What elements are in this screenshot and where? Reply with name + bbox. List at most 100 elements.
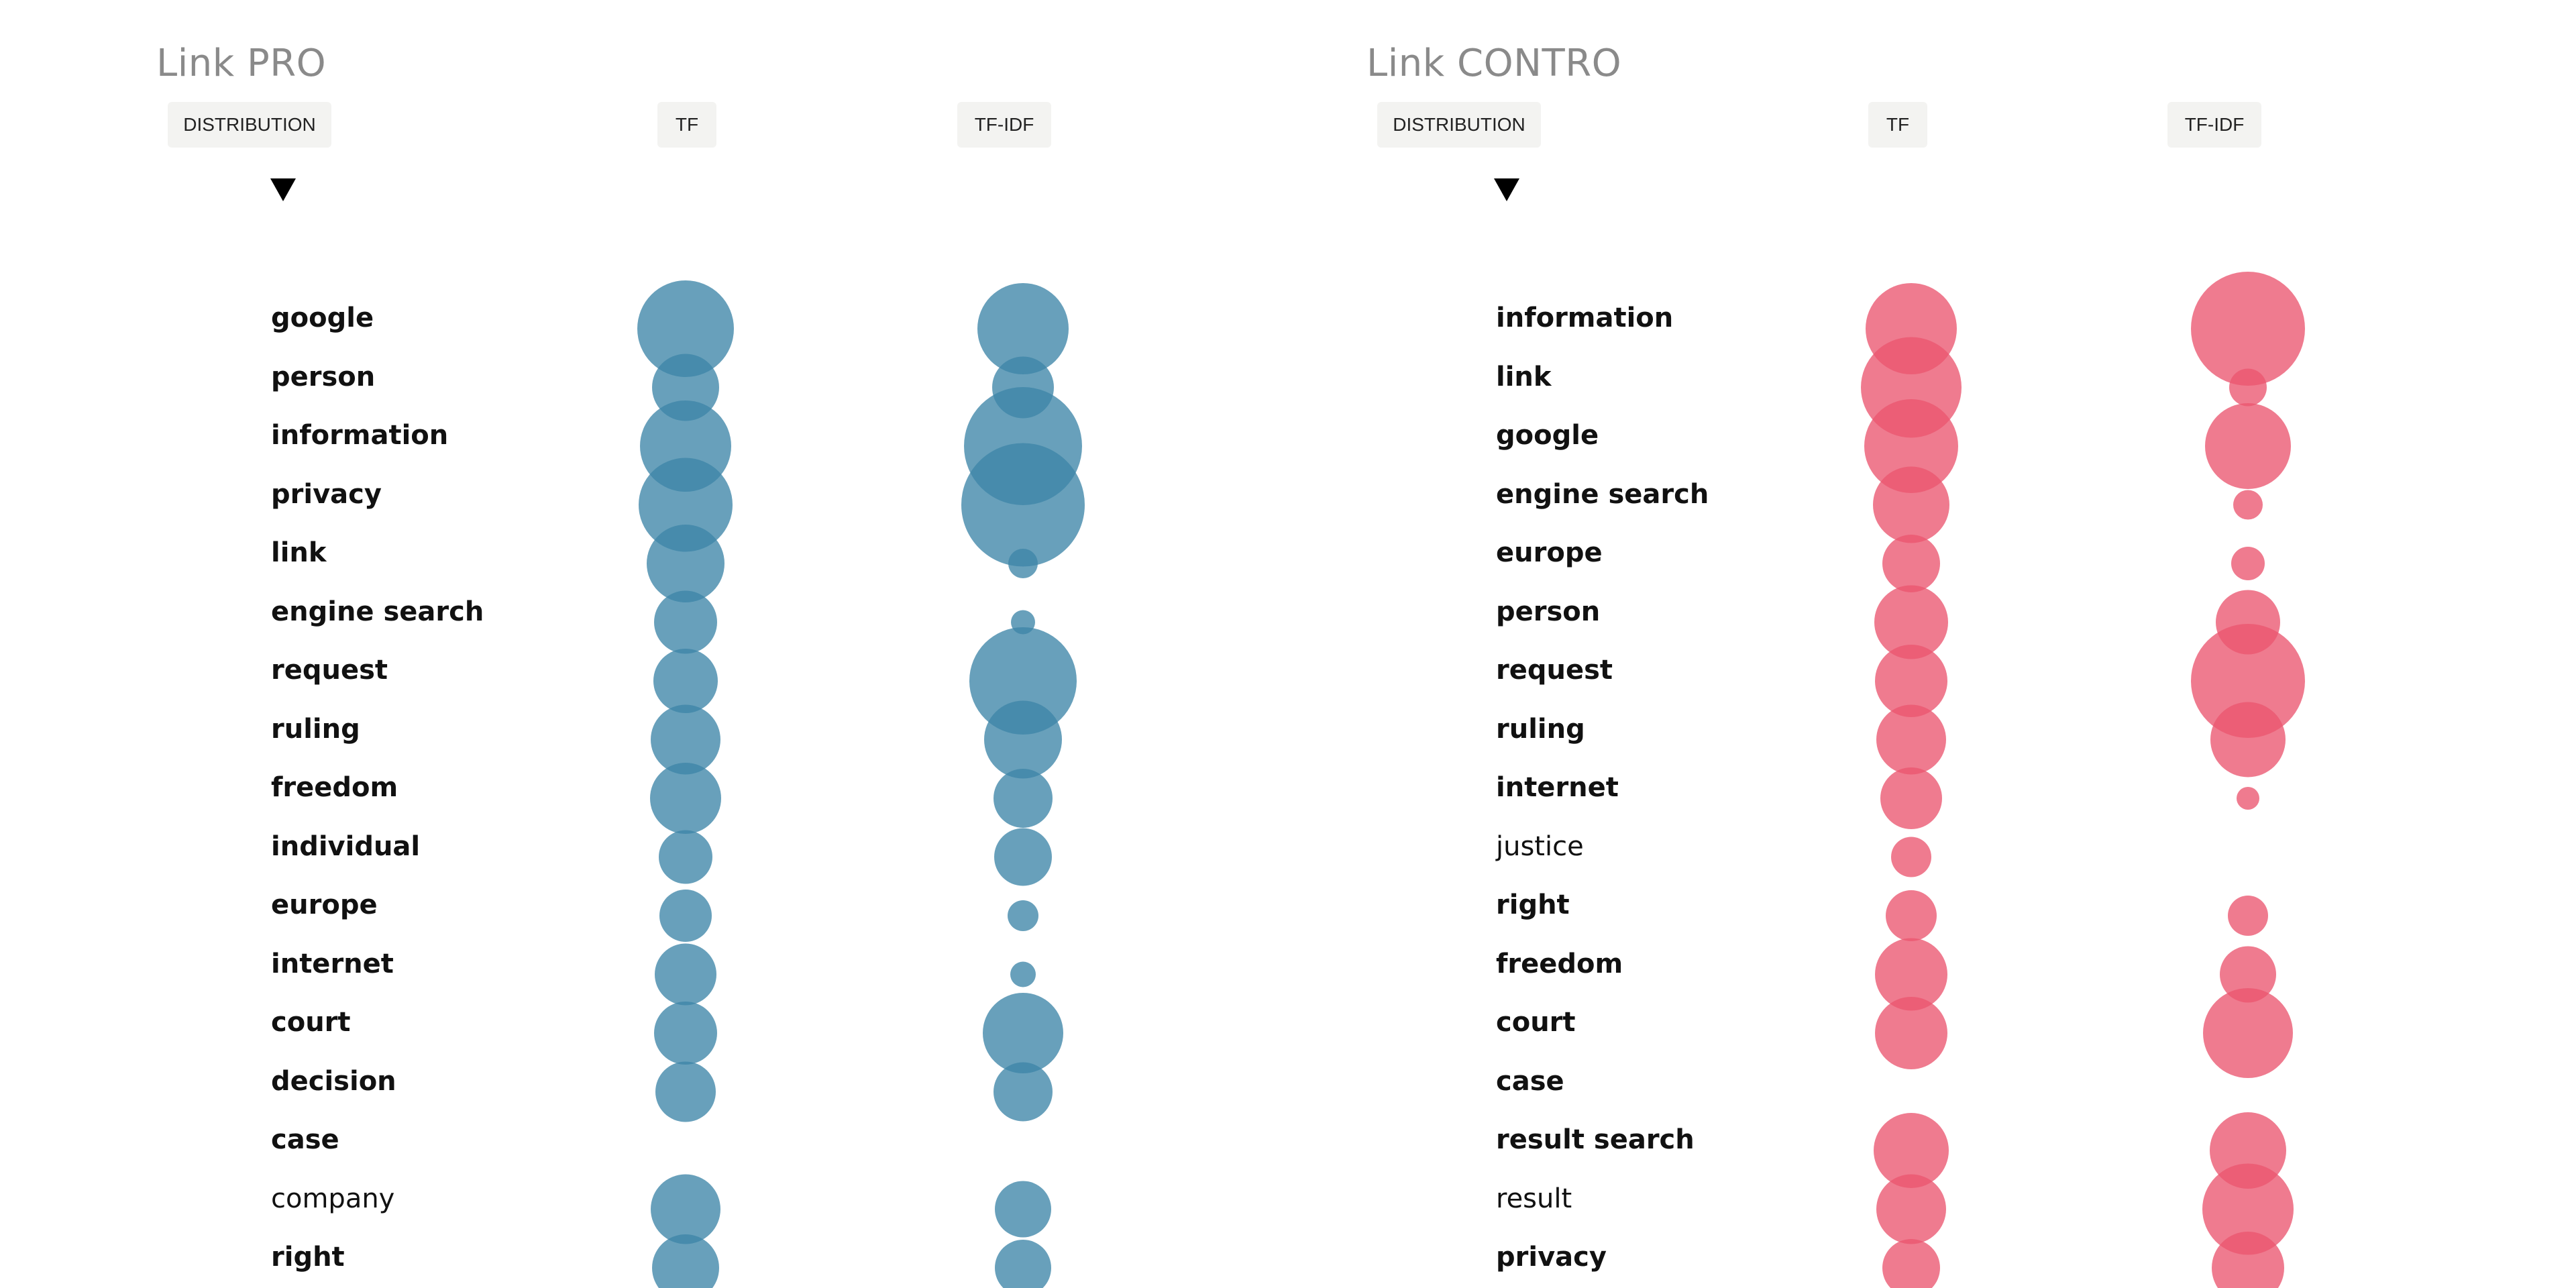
tf-bubble[interactable]: [1886, 890, 1937, 941]
bubble-plot: [637, 280, 1085, 1288]
distribution-button[interactable]: DISTRIBUTION: [168, 102, 331, 148]
tf-idf-bubble[interactable]: [2205, 403, 2291, 489]
tf-idf-bubble[interactable]: [2233, 490, 2263, 520]
panel-contro: Link CONTRO DISTRIBUTION TF TF-IDF infor…: [1288, 0, 2576, 1288]
word-label: ruling: [1496, 713, 1585, 745]
word-label: justice: [1496, 830, 1584, 862]
tf-bubble[interactable]: [1874, 585, 1948, 659]
word-label: court: [1496, 1007, 1576, 1038]
tf-idf-bubble[interactable]: [995, 1181, 1051, 1238]
word-label: internet: [271, 948, 394, 979]
word-label: individual: [271, 830, 421, 862]
word-label: privacy: [271, 478, 382, 510]
tf-bubble[interactable]: [655, 1061, 716, 1122]
word-label: result search: [1496, 1124, 1695, 1155]
distribution-button[interactable]: DISTRIBUTION: [1377, 102, 1541, 148]
tf-idf-bubble[interactable]: [2228, 896, 2268, 936]
word-label: request: [271, 655, 388, 686]
tf-bubble[interactable]: [659, 890, 712, 942]
tf-idf-bubble[interactable]: [1008, 900, 1038, 931]
tf-bubble[interactable]: [1876, 704, 1946, 775]
tf-bubble[interactable]: [1891, 837, 1931, 877]
sort-arrow-icon[interactable]: [270, 178, 296, 201]
word-label: person: [1496, 596, 1601, 627]
tf-idf-bubble[interactable]: [994, 769, 1053, 828]
word-label: freedom: [1496, 948, 1623, 979]
sort-arrow-icon[interactable]: [1494, 178, 1519, 201]
tf-idf-bubble[interactable]: [2212, 1232, 2284, 1288]
word-label: google: [1496, 420, 1599, 451]
tf-bubble[interactable]: [1875, 997, 1947, 1069]
tf-bubble[interactable]: [1864, 399, 1958, 493]
tf-idf-bubble[interactable]: [2191, 272, 2305, 386]
tf-idf-bubble[interactable]: [983, 993, 1063, 1073]
tf-idf-button[interactable]: TF-IDF: [957, 102, 1051, 148]
tf-bubble[interactable]: [1876, 1174, 1946, 1244]
tf-bubble[interactable]: [647, 525, 724, 602]
tf-idf-bubble[interactable]: [961, 443, 1085, 567]
word-label: europe: [1496, 537, 1603, 568]
tf-bubble[interactable]: [639, 458, 733, 552]
tf-bubble[interactable]: [1875, 938, 1947, 1011]
tf-bubble[interactable]: [651, 1174, 720, 1244]
word-label: request: [1496, 655, 1613, 686]
tf-button[interactable]: TF: [657, 102, 716, 148]
tf-idf-bubble[interactable]: [2231, 547, 2265, 580]
tf-bubble[interactable]: [1874, 1113, 1949, 1188]
word-label: person: [271, 361, 376, 392]
word-label: internet: [1496, 772, 1619, 803]
tf-bubble[interactable]: [653, 649, 718, 713]
tf-bubble[interactable]: [1880, 767, 1942, 829]
tf-idf-bubble[interactable]: [2229, 368, 2267, 407]
panel-title: Link CONTRO: [1366, 42, 1622, 85]
word-label: right: [1496, 890, 1570, 920]
tf-idf-bubble[interactable]: [995, 1240, 1051, 1288]
tf-bubble[interactable]: [1873, 466, 1949, 543]
word-label: case: [271, 1124, 339, 1155]
tf-bubble[interactable]: [654, 1002, 717, 1065]
word-label: company: [271, 1183, 395, 1214]
tf-bubble[interactable]: [652, 1234, 719, 1288]
tf-button[interactable]: TF: [1868, 102, 1927, 148]
word-label: engine search: [271, 596, 484, 627]
tf-idf-bubble[interactable]: [2220, 946, 2276, 1003]
tf-bubble[interactable]: [654, 590, 717, 654]
tf-idf-button[interactable]: TF-IDF: [2167, 102, 2261, 148]
tf-idf-bubble[interactable]: [2202, 1163, 2294, 1255]
tf-bubble[interactable]: [655, 943, 716, 1006]
word-label: result: [1496, 1183, 1572, 1214]
word-label: court: [271, 1007, 351, 1038]
tf-bubble[interactable]: [651, 704, 720, 775]
tf-idf-bubble[interactable]: [977, 283, 1069, 374]
word-label: information: [271, 420, 449, 451]
tf-idf-bubble[interactable]: [994, 1062, 1053, 1122]
tf-idf-bubble[interactable]: [1008, 549, 1038, 578]
tf-bubble[interactable]: [659, 830, 712, 884]
tf-bubble[interactable]: [637, 280, 734, 377]
word-label: information: [1496, 303, 1674, 333]
tf-idf-bubble[interactable]: [984, 700, 1062, 779]
tf-idf-bubble[interactable]: [1010, 961, 1036, 987]
word-label: link: [271, 537, 327, 568]
tf-idf-bubble[interactable]: [969, 627, 1077, 735]
word-label: link: [1496, 361, 1552, 392]
word-label: freedom: [271, 772, 398, 803]
tf-bubble[interactable]: [1882, 1239, 1940, 1288]
word-label: ruling: [271, 713, 360, 745]
word-label: engine search: [1496, 478, 1709, 510]
tf-idf-bubble[interactable]: [2191, 624, 2305, 738]
word-label: right: [271, 1242, 345, 1273]
tf-idf-bubble[interactable]: [2237, 787, 2259, 810]
word-label: case: [1496, 1065, 1564, 1097]
bubble-plot: [1861, 272, 2305, 1288]
tf-idf-bubble[interactable]: [994, 828, 1052, 886]
panel-pro: Link PRO DISTRIBUTION TF TF-IDF google pe…: [156, 42, 1085, 1288]
tf-bubble[interactable]: [1882, 535, 1940, 592]
tf-bubble[interactable]: [650, 763, 721, 834]
tf-bubble[interactable]: [1875, 645, 1947, 717]
tf-idf-bubble[interactable]: [2203, 988, 2293, 1078]
panel-title: Link PRO: [156, 42, 327, 85]
word-label: google: [271, 303, 374, 333]
tf-idf-bubble[interactable]: [2210, 702, 2286, 777]
word-label: europe: [271, 890, 378, 920]
